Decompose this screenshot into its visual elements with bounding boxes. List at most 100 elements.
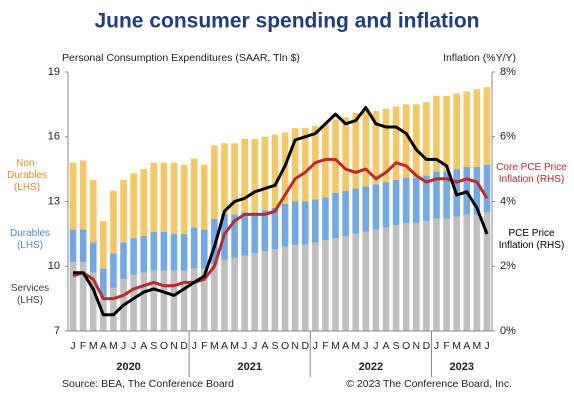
y-tick-label: 16 xyxy=(48,131,60,143)
x-tick-label: J xyxy=(252,340,257,352)
x-tick-label: M xyxy=(472,340,481,352)
y-tick-label: 19 xyxy=(48,66,60,78)
year-label: 2022 xyxy=(359,361,383,373)
bar-segment xyxy=(69,261,77,331)
series-label: Durables (LHS) xyxy=(9,228,51,251)
bar-segment xyxy=(79,261,87,331)
bar-segment xyxy=(190,158,198,228)
year-label: 2020 xyxy=(116,361,140,373)
line xyxy=(72,157,489,301)
bar-segment xyxy=(190,268,198,331)
bar-segment xyxy=(241,255,248,331)
line xyxy=(73,106,489,317)
series-label: Core PCE Price Inflation (RHS) xyxy=(496,162,567,185)
bar-segment xyxy=(140,169,148,237)
y2-tick-label: 8% xyxy=(500,66,516,78)
bar-segment xyxy=(322,197,329,241)
bar-segment xyxy=(130,274,137,331)
x-tick-label: D xyxy=(423,340,431,352)
bar-segment xyxy=(372,184,380,230)
bar-segment xyxy=(69,162,77,230)
bar-segment xyxy=(180,233,188,271)
bar-segment xyxy=(160,231,168,271)
y2-tick-label: 6% xyxy=(500,131,516,143)
bar-segment xyxy=(271,248,279,331)
bar-segment xyxy=(463,91,471,167)
x-tick-label: A xyxy=(140,340,147,352)
bar-segment xyxy=(251,253,259,331)
bar-segment xyxy=(150,231,158,271)
x-tick-label: A xyxy=(221,340,228,352)
bar-segment xyxy=(473,166,481,215)
x-tick-label: A xyxy=(342,340,349,352)
x-tick-label: M xyxy=(331,340,340,352)
bar-segment xyxy=(433,95,440,172)
bar-segment xyxy=(170,233,178,271)
x-tick-label: N xyxy=(291,340,299,352)
bar-segment xyxy=(120,242,127,280)
x-tick-label: J xyxy=(70,340,75,352)
bar-segment xyxy=(130,238,137,275)
y-tick-label: 7 xyxy=(54,325,60,337)
x-tick-label: J xyxy=(192,340,197,352)
bar-segment xyxy=(89,272,97,331)
x-tick-label: J xyxy=(121,340,126,352)
x-tick-label: S xyxy=(393,340,400,352)
x-tick-label: F xyxy=(201,340,207,352)
bar-segment xyxy=(312,199,319,243)
bar-segment xyxy=(120,179,127,243)
bar-segment xyxy=(332,238,339,331)
bar-segment xyxy=(271,207,279,249)
bar-segment xyxy=(160,162,168,232)
x-tick-label: F xyxy=(322,340,328,352)
bar-segment xyxy=(130,173,137,239)
bar-segment xyxy=(433,218,440,331)
bar-segment xyxy=(483,212,491,331)
bar-segment xyxy=(79,160,87,230)
bar-segment xyxy=(100,220,107,269)
bar-segment xyxy=(79,229,87,262)
bar-segment xyxy=(200,164,208,230)
bar-segment xyxy=(423,175,430,221)
bar-segment xyxy=(412,223,420,331)
x-tick-label: J xyxy=(363,340,368,352)
bar-segment xyxy=(362,186,370,232)
bar-segment xyxy=(332,192,339,239)
bar-segment xyxy=(301,201,309,245)
bar-segment xyxy=(221,259,228,331)
bar-segment xyxy=(402,177,410,224)
bar-segment xyxy=(423,102,430,176)
bar-segment xyxy=(301,244,309,331)
bar-segment xyxy=(402,223,410,331)
bar-segment xyxy=(483,87,491,165)
bar-segment xyxy=(412,177,420,224)
bar-segment xyxy=(110,190,117,254)
bar-segment xyxy=(291,201,299,245)
bar-segment xyxy=(352,188,360,234)
x-tick-label: A xyxy=(100,340,107,352)
bar-segment xyxy=(473,214,481,331)
bar-segment xyxy=(392,179,400,226)
bar-segment xyxy=(200,229,208,269)
bar-segment xyxy=(89,242,97,273)
bar-segment xyxy=(301,128,309,202)
bar-segment xyxy=(281,203,289,247)
x-tick-label: M xyxy=(89,340,98,352)
bar-segment xyxy=(231,214,238,258)
y2-tick-label: 4% xyxy=(500,195,516,207)
bar-segment xyxy=(342,236,349,331)
bar-segment xyxy=(200,268,208,331)
bar-segment xyxy=(291,244,299,331)
bar-segment xyxy=(443,171,450,219)
bar-segment xyxy=(261,136,269,211)
bar-segment xyxy=(443,95,450,172)
bar-segment xyxy=(110,287,117,331)
bar-segment xyxy=(352,233,360,331)
bar-segment xyxy=(160,270,168,331)
bar-segment xyxy=(453,216,460,331)
bar-segment xyxy=(100,268,107,297)
bar-segment xyxy=(342,190,349,237)
bar-segment xyxy=(433,171,440,219)
x-tick-label: O xyxy=(160,340,168,352)
